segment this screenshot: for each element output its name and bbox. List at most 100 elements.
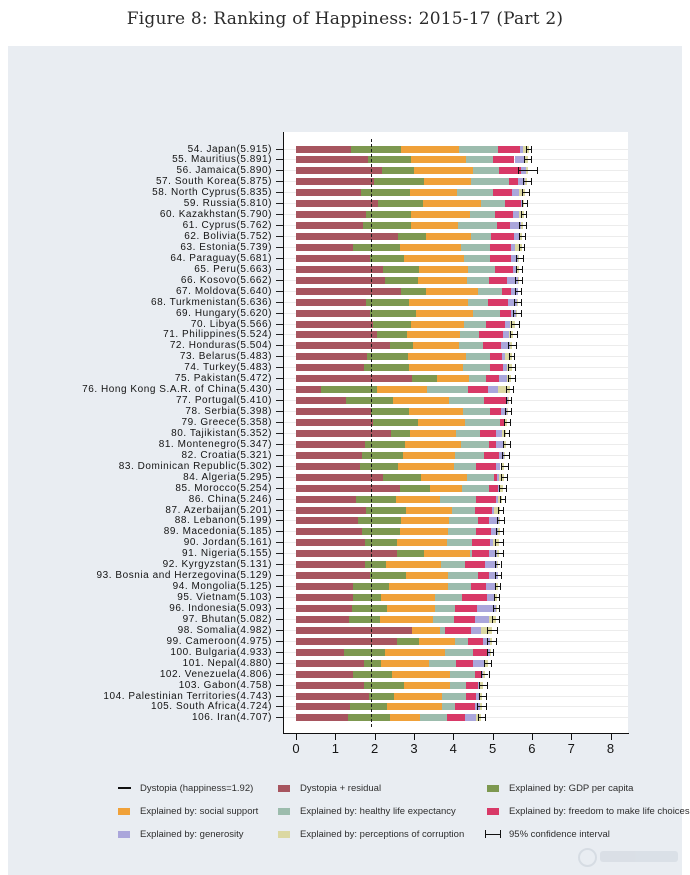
bar-segment-gdp xyxy=(361,189,410,197)
bar-segment-healthy_life_expectancy xyxy=(468,298,489,306)
bar-segment-gdp xyxy=(349,615,381,623)
bar-segment-dystopia_residual xyxy=(296,539,365,547)
bar-segment-generosity xyxy=(496,462,501,470)
confidence-interval-whisker xyxy=(481,673,489,675)
bar-segment-freedom xyxy=(490,364,504,372)
confidence-interval-cap-right xyxy=(522,254,524,262)
y-axis-tick xyxy=(276,181,283,183)
confidence-interval-whisker xyxy=(499,498,505,500)
confidence-interval-cap-left xyxy=(479,692,481,700)
bar-segment-freedom xyxy=(475,495,497,503)
bar-segment-gdp xyxy=(353,243,401,251)
bar-segment-social_support xyxy=(421,473,467,481)
bar-segment-dystopia_residual xyxy=(296,178,374,186)
bar-segment-dystopia_residual xyxy=(296,659,364,667)
y-axis-tick xyxy=(276,389,283,391)
bar-segment-social_support xyxy=(381,659,430,667)
confidence-interval-whisker xyxy=(486,651,494,653)
x-axis-tick xyxy=(610,734,612,740)
y-axis-tick xyxy=(276,422,283,423)
confidence-interval-cap-right xyxy=(524,243,526,251)
bar-segment-freedom xyxy=(444,626,472,634)
y-axis-tick xyxy=(276,465,283,467)
country-label: 97. Bhutan(5.082) xyxy=(182,613,272,625)
bar-segment-social_support xyxy=(416,309,473,317)
bar-segment-social_support xyxy=(380,615,433,623)
bar-segment-healthy_life_expectancy xyxy=(446,539,472,547)
confidence-interval-cap-left xyxy=(499,484,501,492)
x-axis-tick-label: 6 xyxy=(528,741,536,756)
confidence-interval-whisker xyxy=(520,214,527,216)
bar-segment-dystopia_residual xyxy=(296,528,362,536)
bar-segment-dystopia_residual xyxy=(296,473,383,481)
x-axis-tick-label: 7 xyxy=(567,741,575,756)
confidence-interval-cap-left xyxy=(508,342,510,350)
bar-segment-freedom xyxy=(475,670,481,678)
bar-segment-freedom xyxy=(495,211,514,219)
bar-segment-gdp xyxy=(363,659,382,667)
bar-segment-freedom xyxy=(490,353,502,361)
confidence-interval-whisker xyxy=(493,607,500,609)
y-axis-tick xyxy=(276,323,283,325)
bar-segment-dystopia_residual xyxy=(296,189,362,197)
confidence-interval-cap-left xyxy=(500,462,502,470)
confidence-interval-whisker xyxy=(492,618,500,620)
confidence-interval-whisker xyxy=(479,695,486,697)
bar-segment-dystopia_residual xyxy=(296,451,362,459)
bar-segment-social_support xyxy=(411,320,465,328)
bar-segment-dystopia_residual xyxy=(296,484,401,492)
bar-segment-gdp xyxy=(321,386,377,394)
bar-segment-healthy_life_expectancy xyxy=(462,484,489,492)
legend-color-swatch xyxy=(487,808,499,815)
y-axis-tick xyxy=(276,673,283,675)
confidence-interval-cap-left xyxy=(487,626,489,634)
bar-segment-freedom xyxy=(455,659,474,667)
bar-segment-gdp xyxy=(358,517,401,525)
bar-segment-generosity xyxy=(519,145,523,153)
confidence-interval-whisker xyxy=(515,257,523,259)
confidence-interval-cap-left xyxy=(499,495,501,503)
confidence-interval-cap-right xyxy=(529,189,531,197)
confidence-interval-cap-right xyxy=(508,462,510,470)
y-axis-tick xyxy=(276,334,283,336)
bar-segment-generosity xyxy=(510,222,521,230)
y-axis-tick xyxy=(276,717,283,719)
bar-segment-generosity xyxy=(503,364,508,372)
bar-segment-dystopia_residual xyxy=(296,462,360,470)
bar-segment-gdp xyxy=(364,440,405,448)
bar-segment-generosity xyxy=(498,375,508,383)
country-label: 55. Mauritius(5.891) xyxy=(172,154,272,166)
bar-segment-healthy_life_expectancy xyxy=(470,550,472,558)
bar-segment-dystopia_residual xyxy=(296,440,365,448)
bar-segment-freedom xyxy=(489,254,512,262)
bar-segment-freedom xyxy=(475,506,493,514)
bar-segment-freedom xyxy=(495,265,514,273)
confidence-interval-cap-left xyxy=(522,200,524,208)
confidence-interval-cap-right xyxy=(499,594,501,602)
bar-segment-dystopia_residual xyxy=(296,714,348,722)
confidence-interval-cap-left xyxy=(520,211,522,219)
country-label: 87. Azerbaijan(5.201) xyxy=(165,504,272,516)
dystopia-reference-line xyxy=(370,139,372,727)
bar-segment-generosity xyxy=(476,604,496,612)
bar-segment-gdp xyxy=(350,145,402,153)
bar-segment-social_support xyxy=(411,222,459,230)
y-axis-tick xyxy=(276,454,283,456)
bar-segment-freedom xyxy=(470,583,487,591)
confidence-interval-cap-left xyxy=(496,517,498,525)
legend-label: Explained by: generosity xyxy=(140,829,244,840)
bar-segment-generosity xyxy=(484,561,497,569)
bar-segment-generosity xyxy=(489,572,498,580)
country-label: 57. South Korea(5.875) xyxy=(155,176,272,188)
bar-segment-freedom xyxy=(453,615,475,623)
confidence-interval-whisker xyxy=(506,389,513,391)
confidence-interval-cap-right xyxy=(511,397,513,405)
bar-segment-dystopia_residual xyxy=(296,287,401,295)
bar-segment-dystopia_residual xyxy=(296,583,353,591)
bar-segment-generosity xyxy=(513,265,517,273)
confidence-interval-whisker xyxy=(503,432,510,434)
bar-segment-dystopia_residual xyxy=(296,408,371,416)
y-axis-tick xyxy=(276,695,283,697)
bar-segment-social_support xyxy=(401,145,459,153)
bar-segment-healthy_life_expectancy xyxy=(453,462,477,470)
